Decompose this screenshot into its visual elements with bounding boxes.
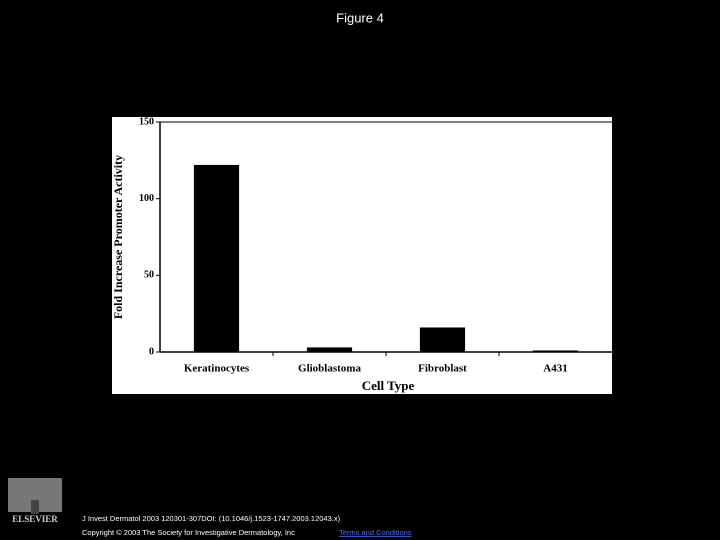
- bar: [419, 327, 466, 352]
- y-tick-label: 150: [139, 116, 154, 127]
- y-tick-label: 0: [149, 346, 154, 357]
- x-axis-label: Cell Type: [362, 378, 415, 393]
- y-axis-label: Fold Increase Promoter Activity: [111, 155, 125, 319]
- logo-trunk: [31, 500, 39, 514]
- bar: [193, 164, 240, 352]
- x-tick-label: Keratinocytes: [184, 363, 250, 375]
- x-tick-label: Fibroblast: [418, 363, 467, 375]
- y-tick-label: 100: [139, 193, 154, 204]
- citation: J Invest Dermatol 2003 120301-307DOI: (1…: [82, 514, 341, 523]
- logo-text: ELSEVIER: [12, 514, 58, 524]
- x-tick-label: A431: [543, 363, 567, 375]
- chart: 0 50 100 150 Keratinocytes Glioblastoma Fibrob…: [139, 116, 612, 375]
- logo: ELSEVIER: [8, 478, 62, 524]
- copyright: Copyright © 2003 The Society for Investi…: [82, 528, 295, 537]
- y-tick-label: 50: [144, 270, 154, 281]
- terms-link[interactable]: Terms and Conditions: [339, 528, 412, 537]
- bar: [306, 347, 353, 352]
- figure-title: Figure 4: [336, 10, 384, 25]
- bar: [532, 350, 579, 352]
- x-tick-label: Glioblastoma: [298, 363, 361, 375]
